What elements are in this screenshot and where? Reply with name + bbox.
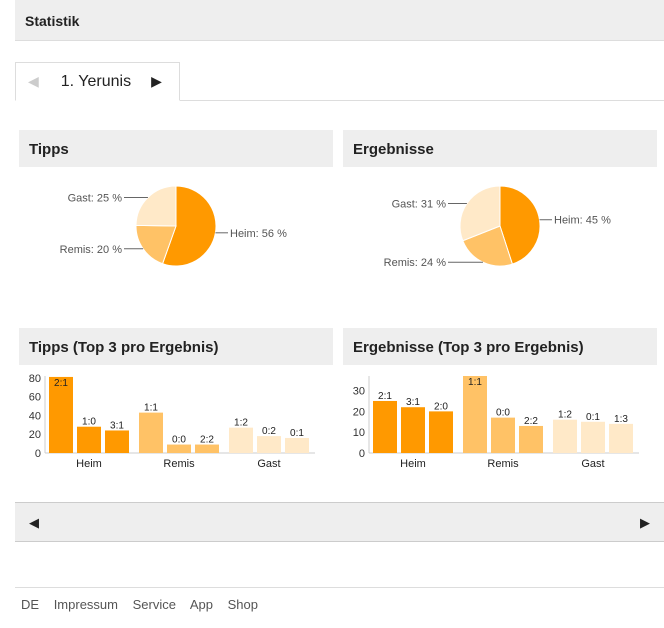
bar-label: 1:1 <box>468 377 482 388</box>
page-title: Statistik <box>25 13 80 29</box>
bar <box>429 411 453 453</box>
pie-label: Gast: 25 % <box>68 192 123 204</box>
y-tick-label: 40 <box>29 410 41 422</box>
y-tick-label: 80 <box>29 373 41 385</box>
pie-slice <box>135 185 177 227</box>
bar <box>105 430 129 453</box>
pie-slice <box>459 185 501 242</box>
bar-label: 1:0 <box>82 417 96 428</box>
ergebnisse-bar-chart: 0 10 20 30 2:1 3:1 2:0 Heim 1:1 0:0 2:2 Remis 1:2 0:1… <box>353 376 639 470</box>
x-category-label: Remis <box>163 458 195 470</box>
bar-label: 2:2 <box>524 416 538 427</box>
footer: DE Impressum Service App Shop <box>15 587 664 621</box>
next-page-button[interactable]: ▶ <box>640 515 650 530</box>
bar <box>139 412 163 453</box>
panel-title-ergebnisse: Ergebnisse <box>343 130 657 167</box>
x-category-label: Heim <box>76 458 102 470</box>
pager-bar: ◀ ▶ <box>15 502 664 542</box>
bar <box>519 425 543 453</box>
x-category-label: Gast <box>581 458 604 470</box>
bar-label: 1:3 <box>614 414 628 425</box>
footer-link-app[interactable]: App <box>189 597 214 612</box>
bar <box>285 437 309 453</box>
bar-label: 1:2 <box>558 410 572 421</box>
bar-label: 2:1 <box>378 391 392 402</box>
bar <box>553 419 577 453</box>
footer-link-service[interactable]: Service <box>132 597 176 612</box>
y-tick-label: 0 <box>359 448 365 460</box>
bar-label: 1:1 <box>144 403 158 414</box>
bar <box>49 376 73 453</box>
bar <box>77 426 101 453</box>
x-category-label: Gast <box>257 458 280 470</box>
x-category-label: Remis <box>487 458 519 470</box>
y-tick-label: 20 <box>353 406 365 418</box>
pie-slice <box>161 185 217 267</box>
bar-label: 0:0 <box>172 435 186 446</box>
tipps-bar-chart: 0 20 40 60 80 2:1 1:0 3:1 Heim 1:1 0:0 2:2 Remis 1:2 0… <box>29 373 315 470</box>
panel-title-tipps-top: Tipps (Top 3 pro Ergebnis) <box>19 328 333 365</box>
prev-page-button[interactable]: ◀ <box>29 515 39 530</box>
bar-label: 0:1 <box>290 428 304 439</box>
y-tick-label: 30 <box>353 386 365 398</box>
bar-label: 3:1 <box>110 420 124 431</box>
y-tick-label: 60 <box>29 392 41 404</box>
bar <box>373 400 397 453</box>
x-category-label: Heim <box>400 458 426 470</box>
tab-divider <box>15 100 664 101</box>
triangle-left-icon[interactable]: ◀ <box>28 73 39 89</box>
bar <box>229 427 253 453</box>
tab-label: 1. Yerunis <box>60 72 132 90</box>
bar <box>581 421 605 453</box>
ergebnisse-pie-chart: Heim: 45 % Remis: 24 % Gast: 31 % <box>384 185 611 269</box>
footer-link-language[interactable]: DE <box>21 597 40 612</box>
page-header: Statistik <box>15 0 664 41</box>
bar <box>463 376 487 453</box>
panel-title-tipps: Tipps <box>19 130 333 167</box>
y-tick-label: 0 <box>35 448 41 460</box>
bar <box>167 444 191 453</box>
bar <box>257 436 281 453</box>
pie-label: Gast: 31 % <box>392 199 447 211</box>
bar <box>195 444 219 453</box>
bar-label: 2:2 <box>200 435 214 446</box>
bar-label: 0:0 <box>496 408 510 419</box>
y-tick-label: 10 <box>353 427 365 439</box>
bar <box>609 423 633 453</box>
bar <box>491 417 515 453</box>
panel-title-ergebnisse-top: Ergebnisse (Top 3 pro Ergebnis) <box>343 328 657 365</box>
bar-label: 1:2 <box>234 418 248 429</box>
triangle-right-icon[interactable]: ▶ <box>151 73 162 89</box>
pie-label: Remis: 24 % <box>384 257 447 269</box>
bar-label: 2:1 <box>54 378 68 389</box>
tab-matchday[interactable]: ◀ 1. Yerunis ▶ <box>15 62 180 101</box>
bar-label: 3:1 <box>406 397 420 408</box>
footer-link-shop[interactable]: Shop <box>227 597 259 612</box>
y-tick-label: 20 <box>29 429 41 441</box>
bar-label: 0:2 <box>262 426 276 437</box>
bar-label: 2:0 <box>434 401 448 412</box>
tipps-pie-chart: Heim: 56 % Remis: 20 % Gast: 25 % <box>60 185 287 267</box>
pie-label: Heim: 56 % <box>230 228 287 240</box>
bar <box>401 407 425 453</box>
bar-label: 0:1 <box>586 412 600 423</box>
pie-label: Heim: 45 % <box>554 215 611 227</box>
footer-link-impressum[interactable]: Impressum <box>53 597 118 612</box>
pie-label: Remis: 20 % <box>60 244 123 256</box>
